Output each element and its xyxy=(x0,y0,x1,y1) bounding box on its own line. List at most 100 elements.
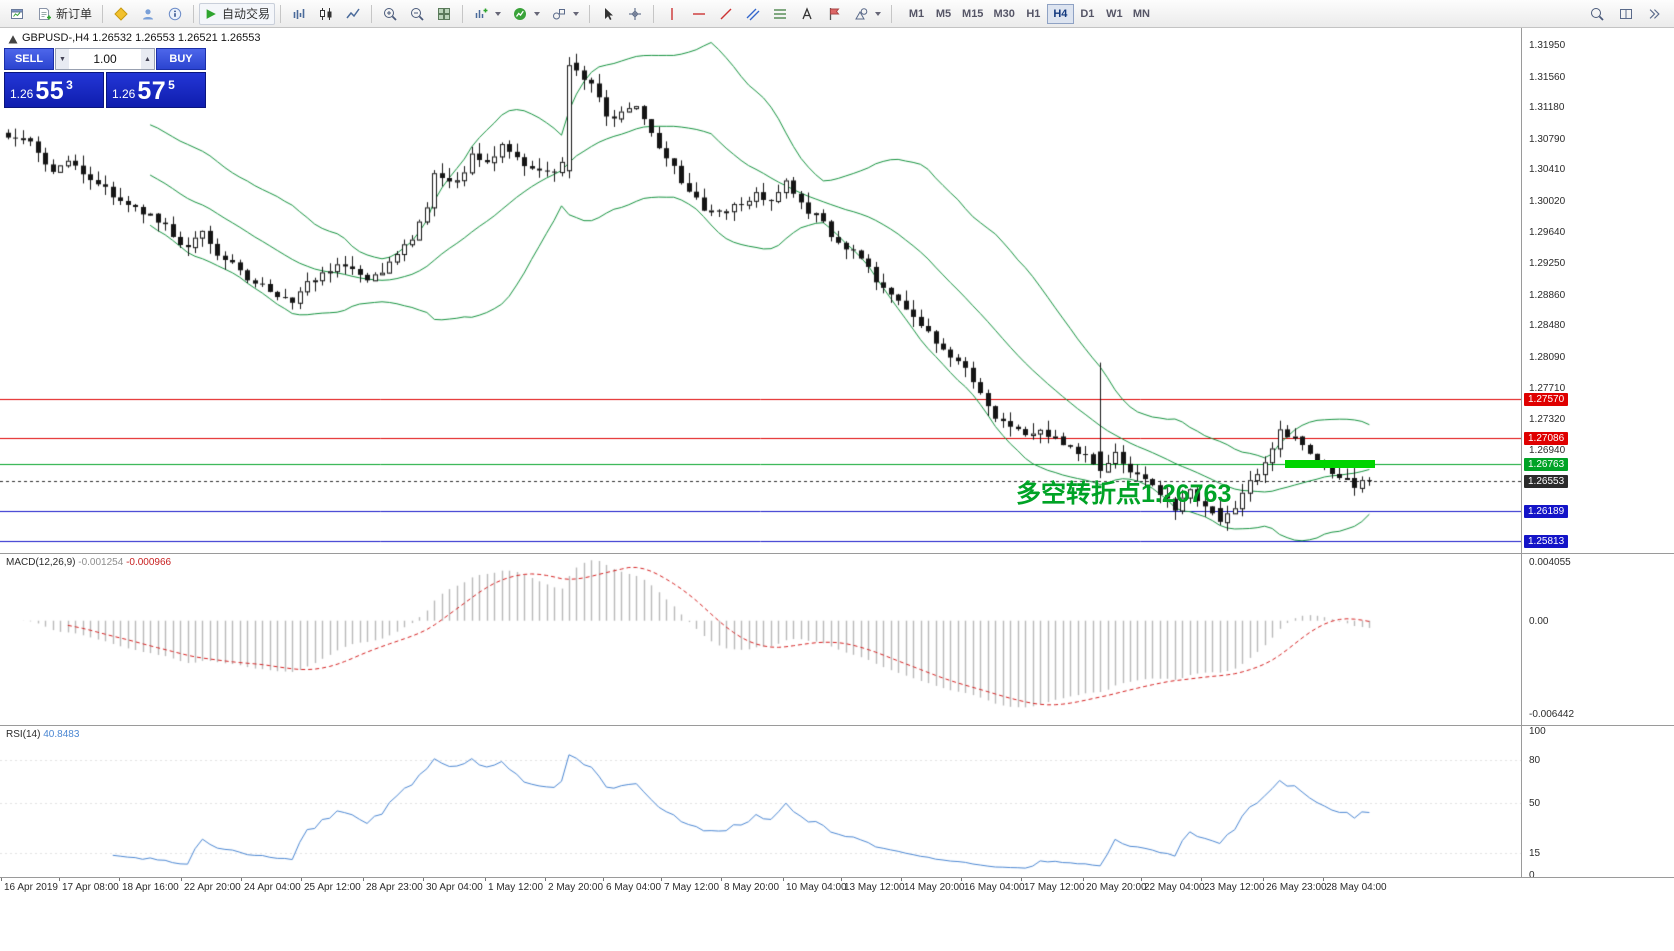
time-axis-tick xyxy=(1021,878,1022,881)
charts-menu-button[interactable] xyxy=(468,3,506,25)
timeframe-h1-button[interactable]: H1 xyxy=(1020,4,1047,24)
price-axis-label: 1.27710 xyxy=(1529,382,1566,394)
new-order-button[interactable]: 新订单 xyxy=(31,3,97,25)
tile-windows-button[interactable] xyxy=(431,3,457,25)
toolbar-separator xyxy=(462,4,464,23)
layouts-button[interactable] xyxy=(1613,3,1639,25)
shapes-icon xyxy=(855,7,868,19)
new-order-icon xyxy=(39,7,51,20)
buy-price-display[interactable]: 1.26 57 5 xyxy=(106,72,206,108)
zoom-in-button[interactable] xyxy=(377,3,403,25)
chevron-down-icon xyxy=(534,11,541,16)
metaeditor-icon xyxy=(114,6,128,21)
zoom-in-icon xyxy=(384,7,397,21)
buy-button[interactable]: BUY xyxy=(156,48,206,70)
profile-icon xyxy=(143,8,154,19)
price-axis[interactable]: 1.31950 1.31560 1.31180 1.30790 1.30410 1.300… xyxy=(1521,28,1674,553)
macd-axis-label: -0.006442 xyxy=(1529,708,1575,720)
timeframe-m5-button[interactable]: M5 xyxy=(930,4,957,24)
main-chart-panel: GBPUSD-,H4 1.26532 1.26553 1.26521 1.265… xyxy=(0,28,1674,553)
crosshair-icon xyxy=(629,7,642,20)
play-icon xyxy=(206,8,216,19)
cursor-button[interactable] xyxy=(595,3,621,25)
help-button[interactable] xyxy=(162,3,188,25)
zoom-out-button[interactable] xyxy=(404,3,430,25)
text-button[interactable] xyxy=(794,3,820,25)
time-axis-label: 22 Apr 20:00 xyxy=(184,882,241,893)
price-axis-label: 1.31950 xyxy=(1529,40,1566,51)
price-level-tag: 1.27570 xyxy=(1524,392,1569,406)
vertical-line-icon xyxy=(671,7,673,20)
price-axis-label: 1.31560 xyxy=(1529,71,1566,83)
search-button[interactable] xyxy=(1584,3,1610,25)
time-axis-label: 28 Apr 23:00 xyxy=(366,882,423,893)
volume-control: ▼ ▲ xyxy=(55,48,155,70)
timeframe-m1-button[interactable]: M1 xyxy=(903,4,930,24)
profiles-button[interactable] xyxy=(135,3,161,25)
rsi-value: 40.8483 xyxy=(43,729,80,740)
crosshair-button[interactable] xyxy=(622,3,648,25)
toolbar-separator xyxy=(280,4,282,23)
timeframe-d1-button[interactable]: D1 xyxy=(1074,4,1101,24)
chevron-down-icon xyxy=(495,11,502,16)
time-axis-tick xyxy=(59,878,60,881)
macd-canvas[interactable] xyxy=(0,554,1521,726)
bar-chart-icon xyxy=(293,8,305,19)
chart-line-button[interactable] xyxy=(340,3,366,25)
horizontal-line-button[interactable] xyxy=(686,3,712,25)
time-axis-label: 6 May 04:00 xyxy=(606,882,662,893)
rsi-axis[interactable]: 100 80 50 15 0 xyxy=(1521,726,1674,881)
chart-candles-button[interactable] xyxy=(313,3,339,25)
sell-button[interactable]: SELL xyxy=(4,48,54,70)
metaeditor-button[interactable] xyxy=(108,3,134,25)
sell-price-display[interactable]: 1.26 55 3 xyxy=(4,72,104,108)
timeframe-h4-button[interactable]: H4 xyxy=(1046,3,1074,24)
time-axis-label: 2 May 20:00 xyxy=(548,882,604,893)
price-chart-canvas[interactable] xyxy=(0,28,1521,553)
trade-panel-prices: 1.26 55 3 1.26 57 5 xyxy=(4,72,206,108)
rsi-axis-label: 80 xyxy=(1529,754,1541,766)
label-button[interactable] xyxy=(821,3,847,25)
trendline-icon xyxy=(720,8,732,19)
trendline-button[interactable] xyxy=(713,3,739,25)
objects-button[interactable] xyxy=(546,3,584,25)
shapes-button[interactable] xyxy=(848,3,886,25)
timeframe-mn-button[interactable]: MN xyxy=(1128,4,1155,24)
time-axis-label: 16 May 04:00 xyxy=(964,882,1025,893)
volume-down-button[interactable]: ▼ xyxy=(56,49,69,69)
line-chart-icon xyxy=(346,8,360,18)
rsi-canvas[interactable] xyxy=(0,726,1521,878)
buy-price-big: 57 xyxy=(137,77,167,105)
chevron-down-icon xyxy=(573,11,580,16)
macd-label: MACD(12,26,9) -0.001254 -0.000966 xyxy=(6,557,171,568)
channel-icon xyxy=(746,8,760,20)
zoom-out-icon xyxy=(411,7,424,21)
volume-input[interactable] xyxy=(69,49,141,69)
vertical-line-button[interactable] xyxy=(659,3,685,25)
trade-panel-controls: SELL ▼ ▲ BUY xyxy=(4,48,206,70)
rsi-axis-label: 15 xyxy=(1529,848,1541,860)
chart-bars-button[interactable] xyxy=(286,3,312,25)
time-axis-label: 8 May 20:00 xyxy=(724,882,780,893)
macd-axis[interactable]: 0.004055 0.00 -0.006442 xyxy=(1521,554,1674,725)
time-axis[interactable]: 16 Apr 2019 17 Apr 08:00 18 Apr 16:00 22 Ap… xyxy=(0,877,1674,895)
add-chart-icon xyxy=(475,8,488,18)
timeframe-m30-button[interactable]: M30 xyxy=(988,4,1019,24)
auto-trading-button[interactable]: 自动交易 xyxy=(199,2,276,25)
more-tools-button[interactable] xyxy=(1642,3,1666,25)
new-chart-button[interactable] xyxy=(4,3,30,25)
channel-button[interactable] xyxy=(740,3,766,25)
fibonacci-button[interactable] xyxy=(767,3,793,25)
time-axis-tick xyxy=(119,878,120,881)
timeframe-w1-button[interactable]: W1 xyxy=(1101,4,1128,24)
time-axis-label: 23 May 12:00 xyxy=(1204,882,1265,893)
volume-up-button[interactable]: ▲ xyxy=(141,49,154,69)
time-axis-label: 28 May 04:00 xyxy=(1326,882,1387,893)
cursor-icon xyxy=(605,7,614,20)
timeframe-m15-button[interactable]: M15 xyxy=(957,4,988,24)
time-axis-tick xyxy=(1,878,2,881)
buy-price-prefix: 1.26 xyxy=(112,87,136,101)
sell-price-prefix: 1.26 xyxy=(10,87,34,101)
indicators-button[interactable] xyxy=(507,3,545,25)
buy-price-pip: 5 xyxy=(168,78,175,92)
